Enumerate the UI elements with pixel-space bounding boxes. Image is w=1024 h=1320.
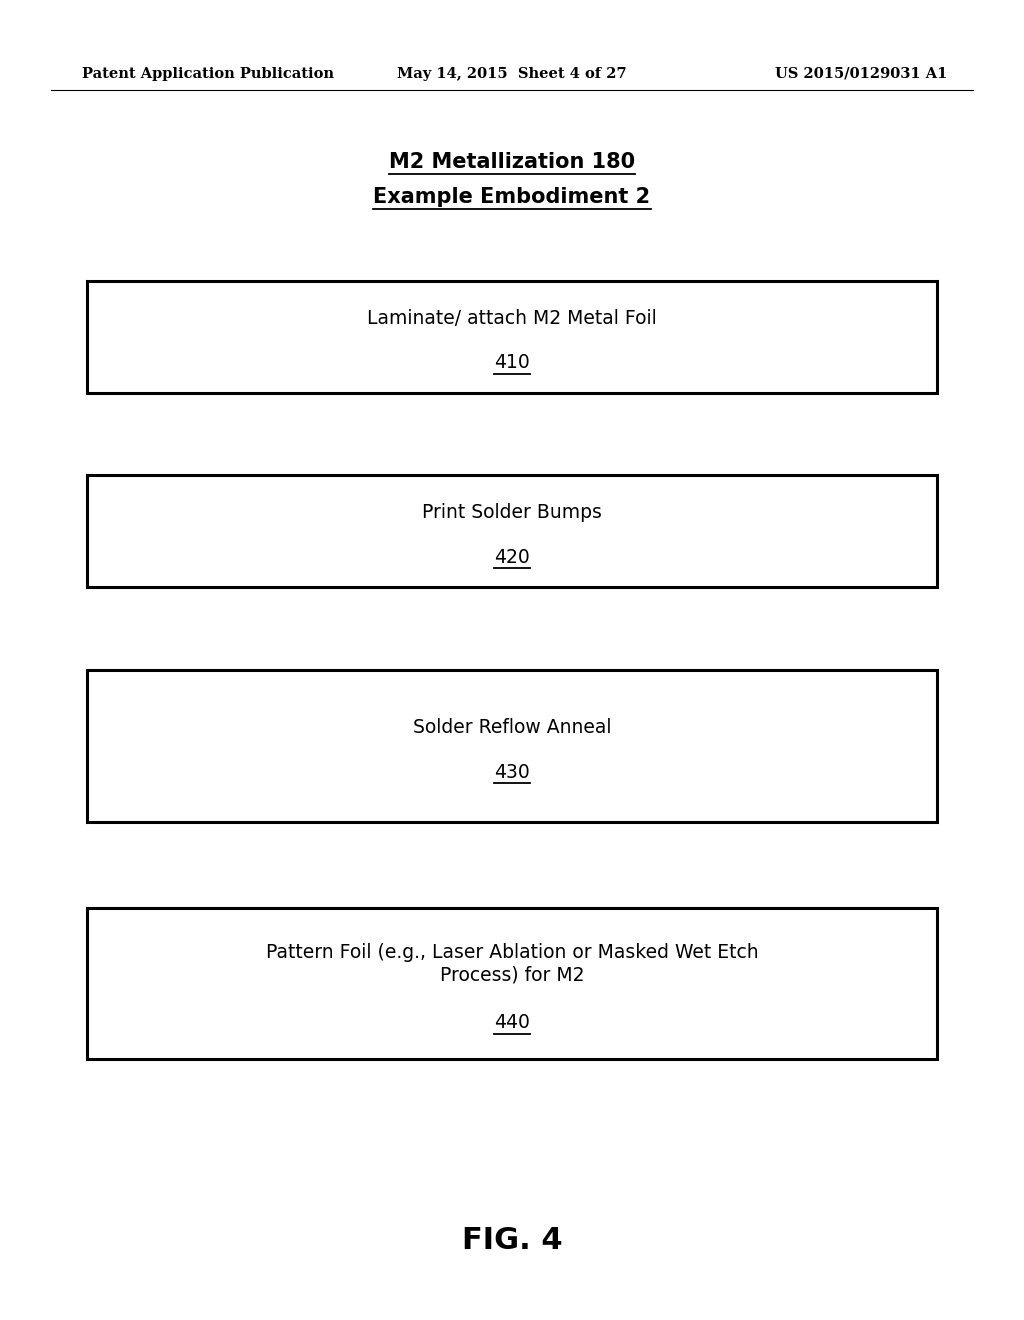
Text: 410: 410 <box>495 354 529 372</box>
Text: May 14, 2015  Sheet 4 of 27: May 14, 2015 Sheet 4 of 27 <box>397 67 627 81</box>
Text: Patent Application Publication: Patent Application Publication <box>82 67 334 81</box>
Text: US 2015/0129031 A1: US 2015/0129031 A1 <box>775 67 947 81</box>
Text: Pattern Foil (e.g., Laser Ablation or Masked Wet Etch
Process) for M2: Pattern Foil (e.g., Laser Ablation or Ma… <box>265 942 759 985</box>
FancyBboxPatch shape <box>87 281 937 393</box>
FancyBboxPatch shape <box>87 475 937 586</box>
Text: Example Embodiment 2: Example Embodiment 2 <box>374 186 650 207</box>
Text: Print Solder Bumps: Print Solder Bumps <box>422 503 602 521</box>
FancyBboxPatch shape <box>87 908 937 1059</box>
Text: 420: 420 <box>495 548 529 566</box>
Text: 430: 430 <box>495 763 529 781</box>
Text: Laminate/ attach M2 Metal Foil: Laminate/ attach M2 Metal Foil <box>368 309 656 327</box>
Text: Solder Reflow Anneal: Solder Reflow Anneal <box>413 718 611 737</box>
FancyBboxPatch shape <box>87 671 937 821</box>
Text: FIG. 4: FIG. 4 <box>462 1226 562 1255</box>
Text: 440: 440 <box>494 1014 530 1032</box>
Text: M2 Metallization 180: M2 Metallization 180 <box>389 152 635 173</box>
